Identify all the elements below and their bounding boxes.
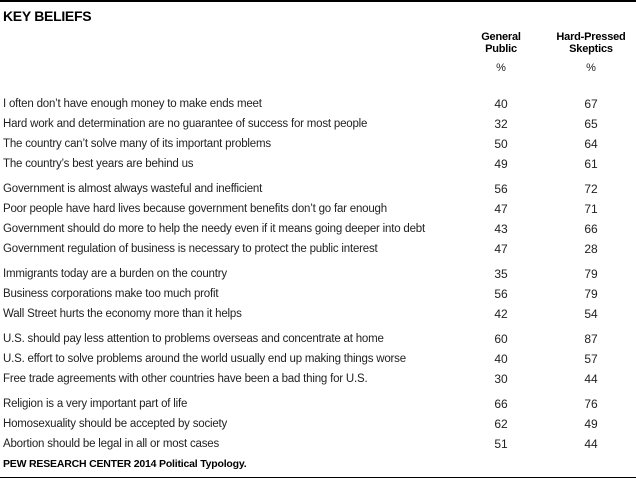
belief-statement: Government regulation of business is nec… [3,243,378,255]
belief-statement: U.S. should pay less attention to proble… [3,333,384,345]
table-row: Immigrants today are a burden on the cou… [0,264,636,284]
general-public-value: 32 [494,117,508,131]
hard-pressed-skeptics-value: 54 [584,307,598,321]
belief-statement: Business corporations make too much prof… [3,288,219,300]
row-group: Government is almost always wasteful and… [0,179,636,259]
hard-pressed-skeptics-value: 44 [584,372,598,386]
belief-statement: Government should do more to help the ne… [3,223,425,235]
general-public-value: 30 [494,372,508,386]
hard-pressed-skeptics-value: 87 [584,332,598,346]
belief-statement: Free trade agreements with other countri… [3,373,368,385]
table-row: U.S. effort to solve problems around the… [0,349,636,369]
hard-pressed-skeptics-value: 49 [584,417,598,431]
table-row: The country’s best years are behind us 4… [0,154,636,174]
hard-pressed-skeptics-value: 65 [584,117,598,131]
table-row: Hard work and determination are no guara… [0,114,636,134]
table-header: General Public Hard-Pressed Skeptics [0,31,636,55]
table-row: Religion is a very important part of lif… [0,394,636,414]
belief-statement: The country can’t solve many of its impo… [3,138,271,150]
general-public-value: 47 [494,202,508,216]
hard-pressed-skeptics-value: 79 [584,287,598,301]
hard-pressed-skeptics-value: 67 [584,97,598,111]
general-public-value: 62 [494,417,508,431]
general-public-value: 42 [494,307,508,321]
table-row: Government should do more to help the ne… [0,219,636,239]
column-header-general-public: General Public [481,31,521,55]
unit-row: % % [0,62,636,74]
row-group: Immigrants today are a burden on the cou… [0,264,636,324]
belief-statement: Wall Street hurts the economy more than … [3,308,242,320]
general-public-value: 56 [494,287,508,301]
row-group: I often don’t have enough money to make … [0,94,636,174]
belief-statement: Poor people have hard lives because gove… [3,203,387,215]
general-public-value: 40 [494,97,508,111]
hard-pressed-skeptics-value: 79 [584,267,598,281]
general-public-value: 35 [494,267,508,281]
table-row: Government regulation of business is nec… [0,239,636,259]
belief-statement: U.S. effort to solve problems around the… [3,353,406,365]
table-row: Free trade agreements with other countri… [0,369,636,389]
general-public-value: 60 [494,332,508,346]
table-row: Business corporations make too much prof… [0,284,636,304]
hard-pressed-skeptics-value: 64 [584,137,598,151]
top-rule [0,0,636,2]
percent-sign-hard-pressed-skeptics: % [586,62,596,74]
general-public-value: 49 [494,157,508,171]
belief-statement: Hard work and determination are no guara… [3,118,368,130]
percent-sign-general-public: % [496,62,506,74]
row-group: Religion is a very important part of lif… [0,394,636,454]
general-public-value: 50 [494,137,508,151]
general-public-value: 40 [494,352,508,366]
table-row: I often don’t have enough money to make … [0,94,636,114]
general-public-value: 51 [494,437,508,451]
hard-pressed-skeptics-value: 71 [584,202,598,216]
source-note: PEW RESEARCH CENTER 2014 Political Typol… [3,458,247,470]
hard-pressed-skeptics-value: 76 [584,397,598,411]
hard-pressed-skeptics-value: 44 [584,437,598,451]
table-row: Government is almost always wasteful and… [0,179,636,199]
general-public-value: 56 [494,182,508,196]
table-row: Poor people have hard lives because gove… [0,199,636,219]
belief-statement: Immigrants today are a burden on the cou… [3,268,227,280]
belief-statement: I often don’t have enough money to make … [3,98,262,110]
belief-statement: The country’s best years are behind us [3,158,194,170]
header-spacer [0,31,456,55]
hard-pressed-skeptics-value: 66 [584,222,598,236]
hard-pressed-skeptics-value: 61 [584,157,598,171]
column-header-hard-pressed-skeptics: Hard-Pressed Skeptics [556,31,626,55]
table-row: Abortion should be legal in all or most … [0,434,636,454]
table-row: Wall Street hurts the economy more than … [0,304,636,324]
row-group: U.S. should pay less attention to proble… [0,329,636,389]
table-row: U.S. should pay less attention to proble… [0,329,636,349]
general-public-value: 43 [494,222,508,236]
hard-pressed-skeptics-value: 57 [584,352,598,366]
table-row: The country can’t solve many of its impo… [0,134,636,154]
hard-pressed-skeptics-value: 72 [584,182,598,196]
belief-statement: Abortion should be legal in all or most … [3,438,220,450]
table-row: Homosexuality should be accepted by soci… [0,414,636,434]
belief-statement: Homosexuality should be accepted by soci… [3,418,228,430]
belief-statement: Government is almost always wasteful and… [3,183,263,195]
belief-statement: Religion is a very important part of lif… [3,398,188,410]
general-public-value: 47 [494,242,508,256]
page-title: KEY BELIEFS [3,8,92,24]
bottom-rule [0,477,636,478]
general-public-value: 66 [494,397,508,411]
hard-pressed-skeptics-value: 28 [584,242,598,256]
unit-spacer [0,62,456,74]
